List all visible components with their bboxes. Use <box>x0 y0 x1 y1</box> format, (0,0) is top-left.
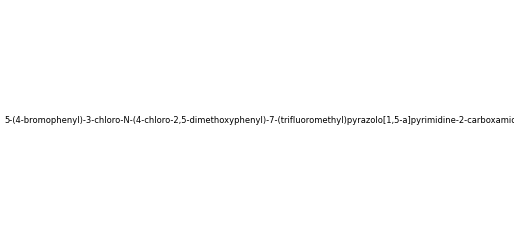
Text: 5-(4-bromophenyl)-3-chloro-N-(4-chloro-2,5-dimethoxyphenyl)-7-(trifluoromethyl)p: 5-(4-bromophenyl)-3-chloro-N-(4-chloro-2… <box>5 116 514 125</box>
